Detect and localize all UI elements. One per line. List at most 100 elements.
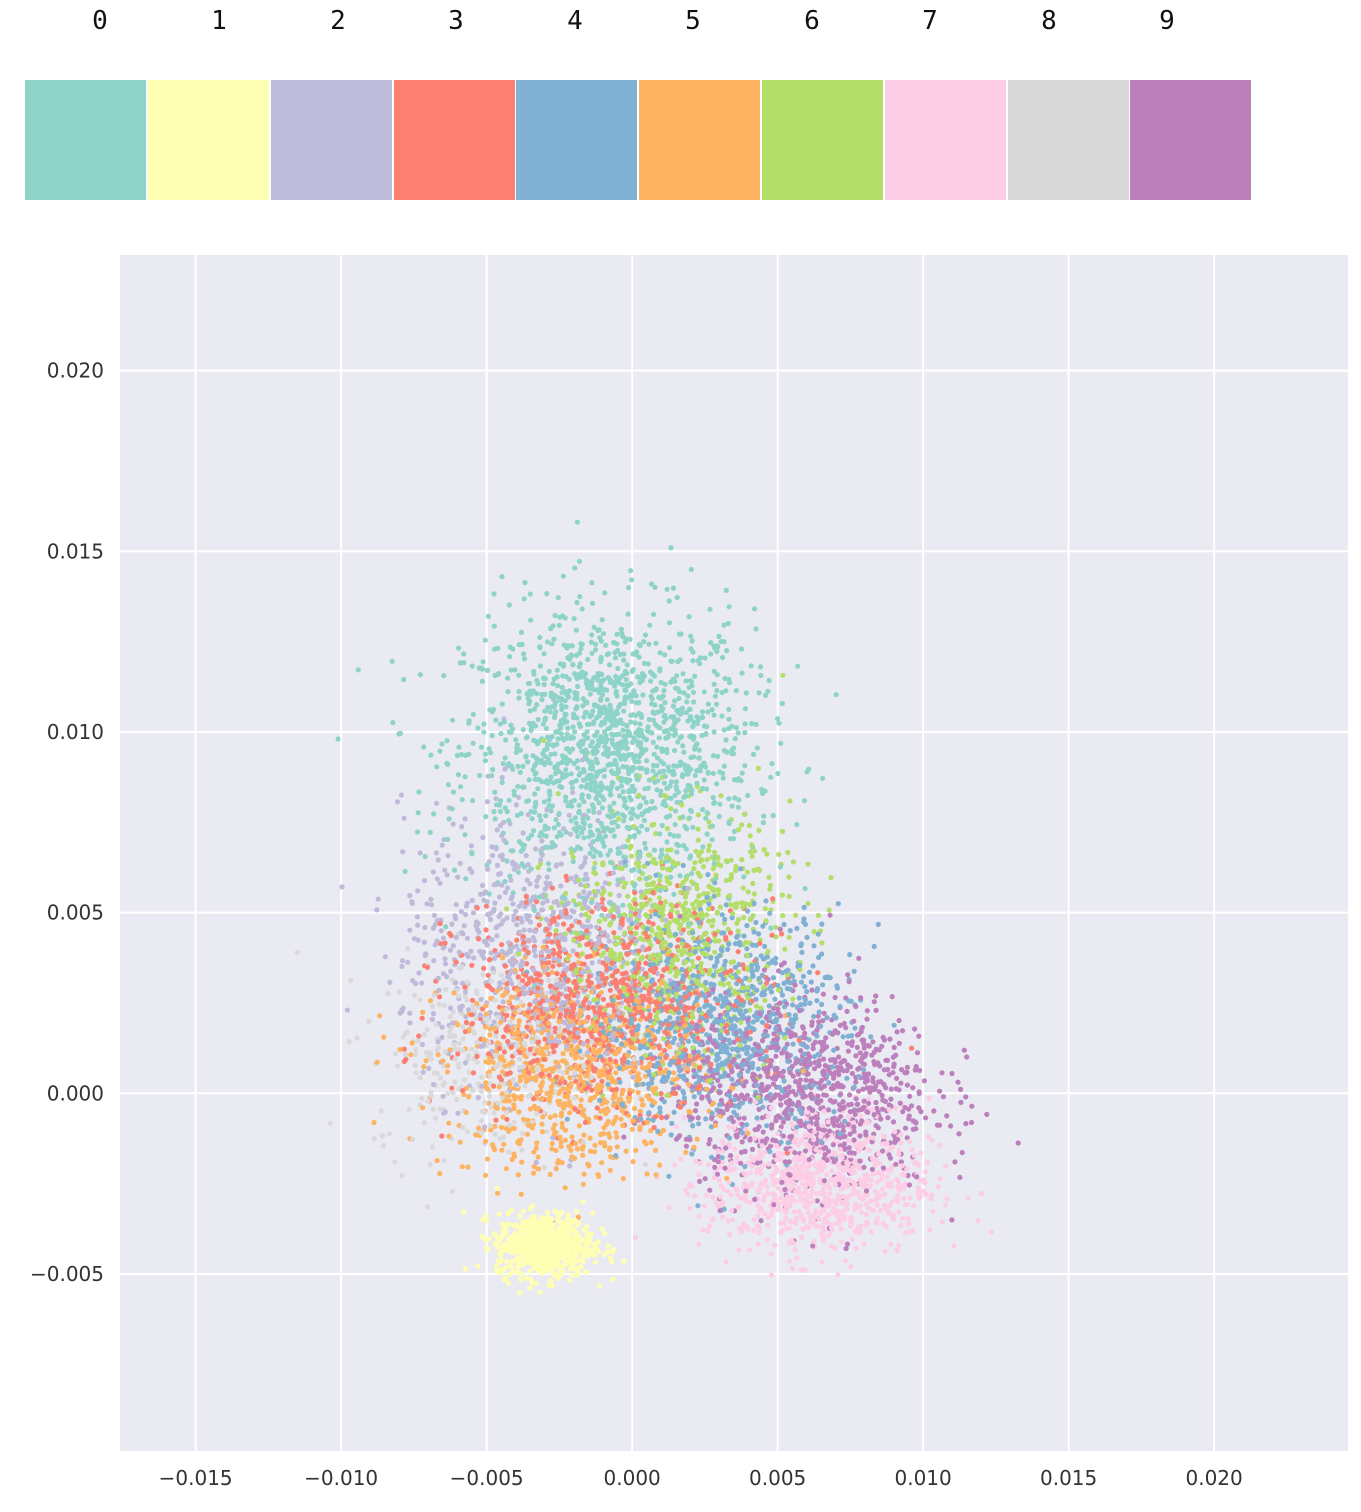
data-point-class-0 [595, 673, 601, 679]
data-point-class-5 [463, 1085, 469, 1091]
data-point-class-7 [802, 1188, 809, 1194]
data-point-class-0 [672, 731, 679, 737]
data-point-class-0 [549, 641, 555, 647]
data-point-class-0 [581, 714, 587, 720]
data-point-class-8 [487, 1123, 493, 1129]
data-point-class-1 [544, 1210, 550, 1216]
data-point-class-2 [439, 842, 445, 848]
data-point-class-3 [600, 976, 607, 982]
data-point-class-4 [808, 979, 814, 985]
data-point-class-8 [431, 992, 437, 998]
data-point-class-4 [840, 1034, 846, 1040]
data-point-class-5 [476, 1125, 482, 1131]
data-point-class-0 [690, 824, 696, 830]
data-point-class-0 [668, 714, 674, 720]
data-point-class-3 [735, 949, 741, 955]
data-point-class-0 [526, 777, 532, 783]
data-point-class-0 [547, 760, 553, 766]
data-point-class-0 [692, 772, 698, 779]
data-point-class-0 [623, 677, 629, 683]
data-point-class-9 [829, 1017, 835, 1023]
data-point-class-9 [769, 1125, 775, 1131]
data-point-class-0 [725, 620, 731, 626]
data-point-class-7 [881, 1202, 887, 1209]
data-point-class-0 [528, 866, 534, 872]
data-point-class-9 [786, 1084, 792, 1090]
data-point-class-9 [722, 1165, 728, 1171]
data-point-class-6 [709, 923, 715, 929]
data-point-class-9 [861, 1098, 867, 1104]
data-point-class-8 [419, 1095, 425, 1101]
data-point-class-9 [894, 1029, 900, 1035]
data-point-class-7 [800, 1216, 806, 1222]
data-point-class-2 [455, 874, 461, 880]
data-point-class-6 [762, 906, 768, 912]
data-point-class-4 [742, 1163, 748, 1170]
data-point-class-7 [877, 1207, 884, 1213]
data-point-class-0 [704, 786, 710, 792]
data-point-class-0 [657, 650, 663, 656]
data-point-class-0 [486, 746, 492, 752]
data-point-class-6 [766, 874, 772, 880]
data-point-class-9 [893, 1086, 899, 1092]
data-point-class-8 [526, 1050, 532, 1057]
data-point-class-0 [682, 793, 688, 799]
data-point-class-0 [445, 836, 451, 842]
data-point-class-2 [439, 1034, 445, 1040]
data-point-class-7 [883, 1224, 890, 1230]
data-point-class-2 [499, 852, 505, 858]
data-point-class-1 [583, 1247, 590, 1253]
data-point-class-8 [431, 1070, 438, 1076]
data-point-class-1 [502, 1230, 509, 1236]
data-point-class-8 [469, 1046, 475, 1052]
data-point-class-0 [748, 663, 754, 669]
data-point-class-0 [568, 818, 574, 824]
data-point-class-3 [449, 1085, 455, 1091]
data-point-class-3 [599, 1078, 605, 1084]
data-point-class-2 [399, 963, 405, 970]
data-point-class-3 [659, 973, 665, 979]
data-point-class-5 [455, 1022, 461, 1028]
data-point-class-9 [777, 1000, 783, 1006]
legend-label-5: 5 [685, 6, 701, 36]
data-point-class-9 [798, 1122, 804, 1129]
data-point-class-5 [463, 1109, 469, 1115]
data-point-class-4 [804, 1084, 810, 1090]
data-point-class-1 [530, 1203, 536, 1209]
data-point-class-6 [703, 930, 709, 936]
data-point-class-9 [914, 1050, 921, 1056]
data-point-class-3 [575, 1034, 581, 1040]
data-point-class-2 [344, 1007, 350, 1013]
data-point-class-0 [689, 787, 695, 793]
data-point-class-3 [658, 1091, 664, 1097]
data-point-class-7 [848, 1264, 854, 1270]
data-point-class-0 [659, 822, 665, 829]
data-point-class-9 [810, 1046, 816, 1052]
data-point-class-0 [532, 791, 538, 797]
data-point-class-2 [448, 1005, 454, 1011]
data-point-class-0 [677, 873, 683, 879]
data-point-class-0 [705, 701, 712, 707]
data-point-class-2 [398, 792, 404, 798]
data-point-class-0 [648, 678, 654, 684]
data-point-class-4 [712, 996, 719, 1002]
data-point-class-0 [456, 744, 462, 750]
data-point-class-0 [614, 749, 620, 756]
data-point-class-3 [545, 971, 551, 978]
data-point-class-0 [659, 847, 665, 853]
data-point-class-5 [518, 1191, 524, 1197]
data-point-class-6 [762, 997, 768, 1004]
data-point-class-5 [658, 1051, 665, 1057]
data-point-class-0 [651, 847, 658, 853]
data-point-class-2 [457, 860, 463, 867]
data-point-class-0 [641, 639, 647, 645]
data-point-class-0 [439, 741, 445, 747]
data-point-class-2 [481, 955, 487, 961]
data-point-class-7 [801, 1196, 807, 1202]
data-point-class-9 [873, 1007, 879, 1014]
data-point-class-4 [729, 1181, 736, 1188]
data-point-class-2 [498, 911, 504, 917]
data-point-class-4 [725, 946, 731, 953]
data-point-class-2 [419, 1041, 425, 1048]
data-point-class-5 [607, 1167, 613, 1173]
